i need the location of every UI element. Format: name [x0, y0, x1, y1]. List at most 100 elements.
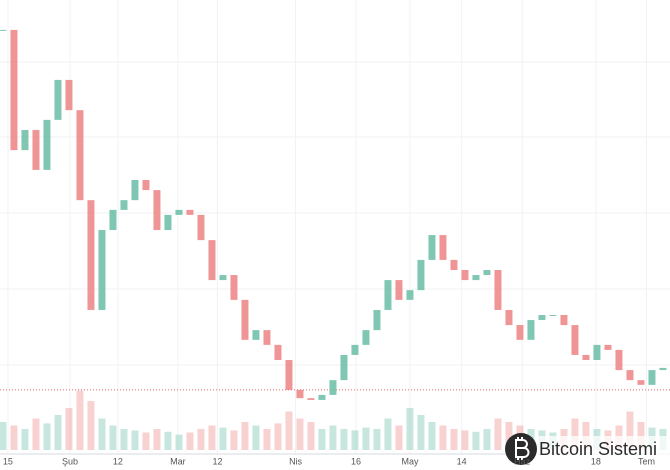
- volume-bar: [417, 415, 425, 450]
- candle: [87, 200, 95, 310]
- volume-bar: [208, 425, 216, 450]
- candle: [637, 380, 645, 385]
- candle: [483, 270, 491, 276]
- candle: [384, 280, 392, 310]
- candle: [373, 309, 381, 331]
- candle: [659, 367, 667, 371]
- watermark: Bitcoin Sistemi: [505, 433, 670, 465]
- volume-bar: [131, 430, 139, 450]
- candle: [307, 398, 315, 400]
- candle: [175, 209, 183, 215]
- volume-bar: [109, 425, 117, 450]
- candle: [582, 354, 590, 360]
- candle: [197, 214, 205, 241]
- volume-bar: [406, 408, 414, 450]
- candle: [505, 309, 513, 326]
- volume-bar: [153, 429, 161, 450]
- volume-bar: [483, 429, 491, 450]
- candle: [230, 275, 238, 300]
- candle: [428, 235, 436, 260]
- candle: [186, 209, 194, 215]
- x-tick-label: Tem: [638, 456, 655, 466]
- candle: [285, 360, 293, 390]
- candle: [450, 259, 458, 270]
- x-tick-label: 16: [351, 456, 361, 466]
- candle: [538, 315, 546, 321]
- candle: [109, 209, 117, 231]
- volume-bar: [340, 429, 348, 450]
- volume-bar: [318, 429, 326, 450]
- candle: [593, 344, 601, 360]
- candle: [340, 354, 348, 381]
- candle: [296, 389, 304, 399]
- candle: [219, 275, 227, 281]
- volume-bar: [197, 429, 205, 450]
- x-tick-label: Haz: [514, 456, 531, 466]
- volume-bar: [230, 430, 238, 450]
- x-tick-label: 14: [457, 456, 467, 466]
- volume-bar: [307, 422, 315, 450]
- candle: [263, 330, 271, 345]
- candle: [98, 230, 106, 310]
- volume-bar: [329, 425, 337, 450]
- candle: [164, 214, 172, 231]
- volume-bar: [285, 411, 293, 450]
- candle: [648, 370, 656, 385]
- x-tick-label: Nis: [289, 456, 302, 466]
- volume-bar: [76, 390, 84, 450]
- volume-bar: [362, 427, 370, 450]
- volume-bar: [10, 425, 18, 450]
- candle: [120, 200, 128, 210]
- candle: [351, 344, 359, 355]
- candle: [615, 349, 623, 371]
- candle: [406, 290, 414, 300]
- candle: [494, 270, 502, 310]
- candle: [439, 235, 447, 260]
- x-tick-label: 15: [3, 456, 13, 466]
- volume-bar: [252, 425, 260, 450]
- volume-bar: [219, 427, 227, 450]
- volume-bar: [175, 434, 183, 450]
- x-tick-label: 12: [113, 456, 123, 466]
- volume-bar: [120, 429, 128, 450]
- volume-bar: [351, 430, 359, 450]
- candle: [252, 330, 260, 340]
- volume-bar: [274, 423, 282, 450]
- volume-bar: [21, 429, 29, 450]
- candle: [76, 110, 84, 201]
- volume-bar: [54, 415, 62, 450]
- volume-bar: [43, 423, 51, 450]
- candle: [571, 325, 579, 355]
- candle: [549, 315, 557, 316]
- candle: [10, 29, 18, 151]
- candle: [153, 190, 161, 231]
- volume-bar: [32, 418, 40, 450]
- candle: [560, 315, 568, 326]
- volume-bar: [87, 401, 95, 450]
- candle: [527, 320, 535, 340]
- volume-bar: [373, 429, 381, 450]
- volume-bar: [494, 418, 502, 450]
- candle: [417, 259, 425, 291]
- volume-bar: [98, 418, 106, 450]
- volume-bar: [626, 411, 634, 450]
- candle: [43, 119, 51, 170]
- candle: [362, 330, 370, 345]
- x-tick-label: Şub: [62, 456, 78, 466]
- volume-bar: [571, 418, 579, 450]
- watermark-icon: [515, 437, 530, 460]
- candle: [32, 129, 40, 170]
- candle: [131, 180, 139, 201]
- candle: [142, 180, 150, 191]
- volume-bar: [142, 432, 150, 450]
- volume-bar: [186, 432, 194, 450]
- watermark-backdrop: [536, 436, 670, 464]
- candle: [208, 240, 216, 281]
- volume-bar: [505, 422, 513, 450]
- candle: [516, 325, 524, 340]
- candle: [329, 380, 337, 395]
- volume-bar: [65, 408, 73, 450]
- candle: [54, 79, 62, 120]
- volume-bar: [263, 429, 271, 450]
